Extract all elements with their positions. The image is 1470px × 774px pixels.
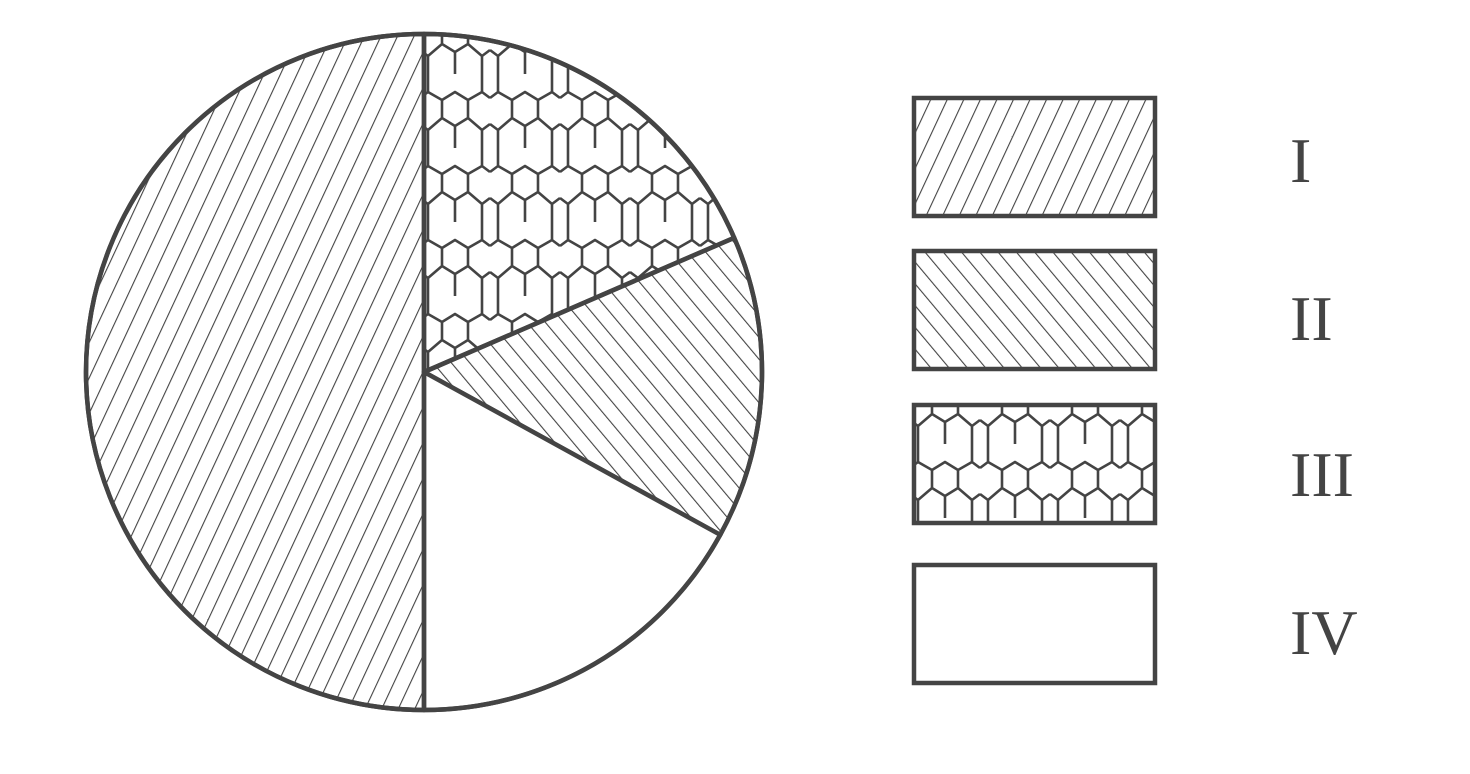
legend-label-2: II <box>1290 283 1333 354</box>
pie-slices <box>83 31 765 713</box>
legend-swatch-4 <box>911 562 1158 686</box>
legend-swatch-3 <box>911 402 1158 526</box>
legend-label-1: I <box>1290 125 1311 196</box>
legend-item-3: III <box>911 402 1354 526</box>
pie-slice-I <box>83 31 427 713</box>
legend-swatch-2 <box>911 248 1158 372</box>
legend-item-2: II <box>911 248 1333 372</box>
pie-outline <box>83 31 765 713</box>
legend-label-4: IV <box>1290 597 1358 668</box>
legend-swatch-1 <box>911 95 1158 219</box>
legend-label-3: III <box>1290 439 1354 510</box>
legend-item-1: I <box>911 95 1311 219</box>
legend-item-4: IV <box>911 562 1358 686</box>
legend: I II III IV <box>911 95 1358 686</box>
